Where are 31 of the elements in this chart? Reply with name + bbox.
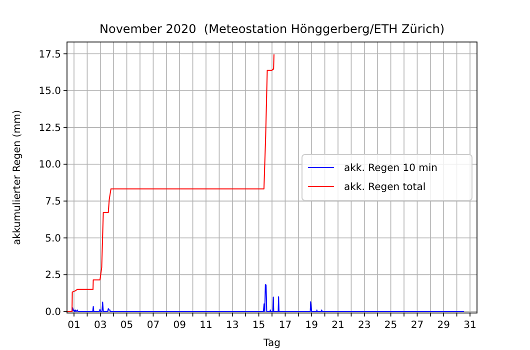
x-tick-label: 17 <box>278 320 292 331</box>
x-tick-label: 29 <box>437 320 450 331</box>
y-tick-label: 7.5 <box>45 196 61 208</box>
y-tick-label: 0.0 <box>45 307 61 318</box>
x-tick-label: 03 <box>94 320 107 331</box>
x-tick-label: 07 <box>146 320 160 331</box>
x-tick-label: 11 <box>200 320 212 331</box>
x-tick-label: 21 <box>332 320 344 331</box>
x-tick-label: 23 <box>358 320 371 331</box>
x-axis-title: Tag <box>262 338 280 349</box>
x-tick-label: 01 <box>68 320 80 331</box>
y-axis-title: akkumulierter Regen (mm) <box>12 110 23 245</box>
x-tick-label: 25 <box>384 320 398 331</box>
y-tick-label: 10.0 <box>38 160 61 171</box>
legend-label: akk. Regen 10 min <box>344 163 438 174</box>
legend-label: akk. Regen total <box>344 182 426 193</box>
x-tick-label: 27 <box>410 320 424 331</box>
y-tick-label: 5.0 <box>45 233 61 244</box>
x-tick-label: 09 <box>173 320 186 331</box>
chart-title: November 2020 (Meteostation Hönggerberg/ETH Zürich) <box>100 22 444 36</box>
y-tick-label: 15.0 <box>38 86 61 98</box>
y-tick-label: 2.5 <box>45 270 61 282</box>
line-series <box>72 284 465 312</box>
y-tick-label: 12.5 <box>38 122 61 134</box>
line-series <box>67 54 274 312</box>
x-tick-label: 19 <box>305 320 318 331</box>
x-tick-label: 05 <box>120 320 134 331</box>
x-tick-label: 13 <box>226 320 239 331</box>
x-tick-label: 15 <box>252 320 266 331</box>
x-tick-label: 31 <box>464 320 476 331</box>
y-tick-label: 17.5 <box>38 49 61 60</box>
